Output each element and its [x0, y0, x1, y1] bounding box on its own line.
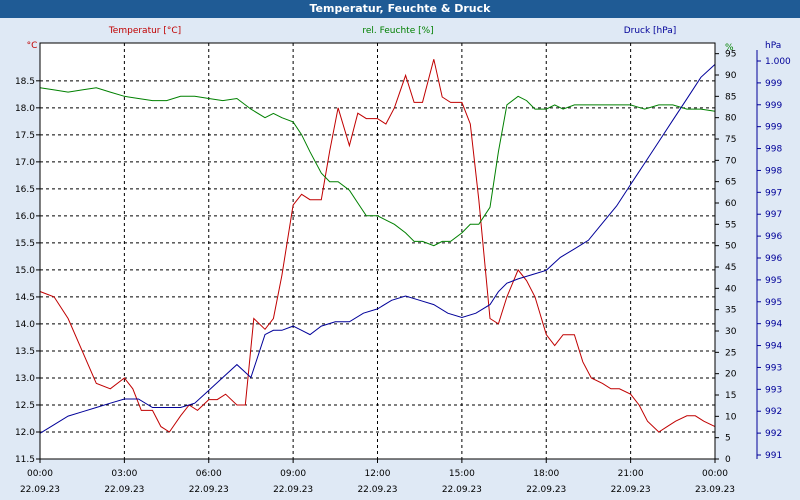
humidity-tick-label: 75 [725, 135, 736, 145]
humidity-axis-title: rel. Feuchte [%] [362, 26, 433, 36]
temperature-unit-label: °C [27, 41, 38, 51]
pressure-tick-label: 998 [765, 145, 782, 155]
pressure-tick-label: 998 [765, 166, 782, 176]
temperature-tick-label: 17.0 [15, 158, 35, 168]
pressure-tick-label: 993 [765, 363, 782, 373]
date-tick-label: 22.09.23 [526, 485, 566, 495]
chart-title: Temperatur, Feuchte & Druck [0, 0, 800, 18]
pressure-tick-label: 992 [765, 407, 782, 417]
temperature-tick-label: 11.5 [15, 455, 35, 465]
temperature-tick-label: 14.5 [15, 293, 35, 303]
time-tick-label: 12:00 [365, 469, 391, 479]
time-tick-label: 18:00 [533, 469, 559, 479]
humidity-tick-label: 70 [725, 156, 737, 166]
temperature-tick-label: 12.5 [15, 401, 35, 411]
humidity-tick-label: 5 [725, 434, 731, 444]
series-layer [39, 59, 716, 434]
humidity-tick-label: 0 [725, 455, 731, 465]
temperature-tick-label: 16.5 [15, 185, 35, 195]
axis-pressure: 991 992 992 993 993 994 994 995 995 996 996 997 997 9… [756, 41, 791, 461]
pressure-tick-label: 997 [765, 210, 782, 220]
humidity-tick-label: 65 [725, 178, 736, 188]
time-tick-label: 00:00 [27, 469, 53, 479]
date-tick-label: 22.09.23 [273, 485, 313, 495]
series-line-humidity [39, 87, 716, 247]
temperature-tick-label: 18.0 [15, 104, 35, 114]
time-tick-label: 06:00 [196, 469, 222, 479]
pressure-unit-label: hPa [765, 41, 781, 51]
pressure-tick-label: 993 [765, 385, 782, 395]
pressure-tick-label: 999 [765, 79, 782, 89]
humidity-tick-label: 50 [725, 242, 737, 252]
humidity-tick-label: 55 [725, 220, 736, 230]
pressure-tick-label: 999 [765, 123, 782, 133]
axis-time: 00:00 22.09.23 03:00 22.09.23 06:00 22.09.23 0… [20, 459, 735, 495]
temperature-tick-label: 13.0 [15, 374, 35, 384]
time-tick-label: 00:00 [702, 469, 728, 479]
temperature-tick-label: 12.0 [15, 428, 35, 438]
humidity-tick-label: 85 [725, 92, 736, 102]
pressure-tick-label: 999 [765, 101, 782, 111]
date-tick-label: 22.09.23 [104, 485, 144, 495]
time-tick-label: 21:00 [618, 469, 644, 479]
temperature-tick-label: 14.0 [15, 320, 35, 330]
temperature-tick-label: 16.0 [15, 212, 35, 222]
pressure-tick-label: 995 [765, 276, 782, 286]
humidity-tick-label: 15 [725, 391, 736, 401]
axis-temperature: 11.5 12.0 12.5 13.0 13.5 14.0 14.5 15.0 15.5 16.0… [15, 41, 40, 465]
plot-area [40, 43, 715, 459]
time-tick-label: 09:00 [280, 469, 306, 479]
humidity-tick-label: 60 [725, 199, 737, 209]
temperature-tick-label: 15.0 [15, 266, 35, 276]
pressure-tick-label: 997 [765, 188, 782, 198]
temperature-tick-label: 18.5 [15, 77, 35, 87]
humidity-tick-label: 80 [725, 114, 737, 124]
time-tick-label: 03:00 [111, 469, 137, 479]
humidity-tick-label: 35 [725, 306, 736, 316]
humidity-tick-label: 20 [725, 370, 737, 380]
humidity-tick-label: 10 [725, 412, 737, 422]
humidity-tick-label: 45 [725, 263, 736, 273]
humidity-tick-label: 95 [725, 50, 736, 60]
humidity-tick-label: 40 [725, 284, 737, 294]
pressure-tick-label: 996 [765, 232, 782, 242]
pressure-tick-label: 996 [765, 254, 782, 264]
date-tick-label: 22.09.23 [357, 485, 397, 495]
date-tick-label: 22.09.23 [189, 485, 229, 495]
humidity-tick-label: 25 [725, 348, 736, 358]
date-tick-label: 23.09.23 [695, 485, 735, 495]
humidity-tick-label: 90 [725, 71, 737, 81]
pressure-tick-label: 994 [765, 342, 782, 352]
temperature-tick-label: 17.5 [15, 131, 35, 141]
date-tick-label: 22.09.23 [20, 485, 60, 495]
pressure-tick-label: 1.000 [765, 57, 791, 67]
axis-humidity: 0 5 10 15 20 25 30 35 40 45 50 55 60 65 70 75 80 85 90 95% [715, 43, 737, 465]
pressure-tick-label: 994 [765, 320, 782, 330]
series-line-pressure [39, 64, 716, 434]
humidity-tick-label: 30 [725, 327, 737, 337]
humidity-unit-label: % [725, 43, 734, 53]
temperature-axis-title: Temperatur [°C] [108, 26, 181, 36]
date-tick-label: 22.09.23 [442, 485, 482, 495]
temperature-tick-label: 15.5 [15, 239, 35, 249]
series-line-temperature [39, 59, 716, 433]
pressure-tick-label: 991 [765, 451, 782, 461]
axis-titles: Temperatur [°C] rel. Feuchte [%] Druck [hP… [108, 26, 676, 36]
time-tick-label: 15:00 [449, 469, 475, 479]
date-tick-label: 22.09.23 [611, 485, 651, 495]
pressure-tick-label: 992 [765, 429, 782, 439]
temperature-tick-label: 13.5 [15, 347, 35, 357]
pressure-tick-label: 995 [765, 298, 782, 308]
pressure-axis-title: Druck [hPa] [624, 26, 677, 36]
